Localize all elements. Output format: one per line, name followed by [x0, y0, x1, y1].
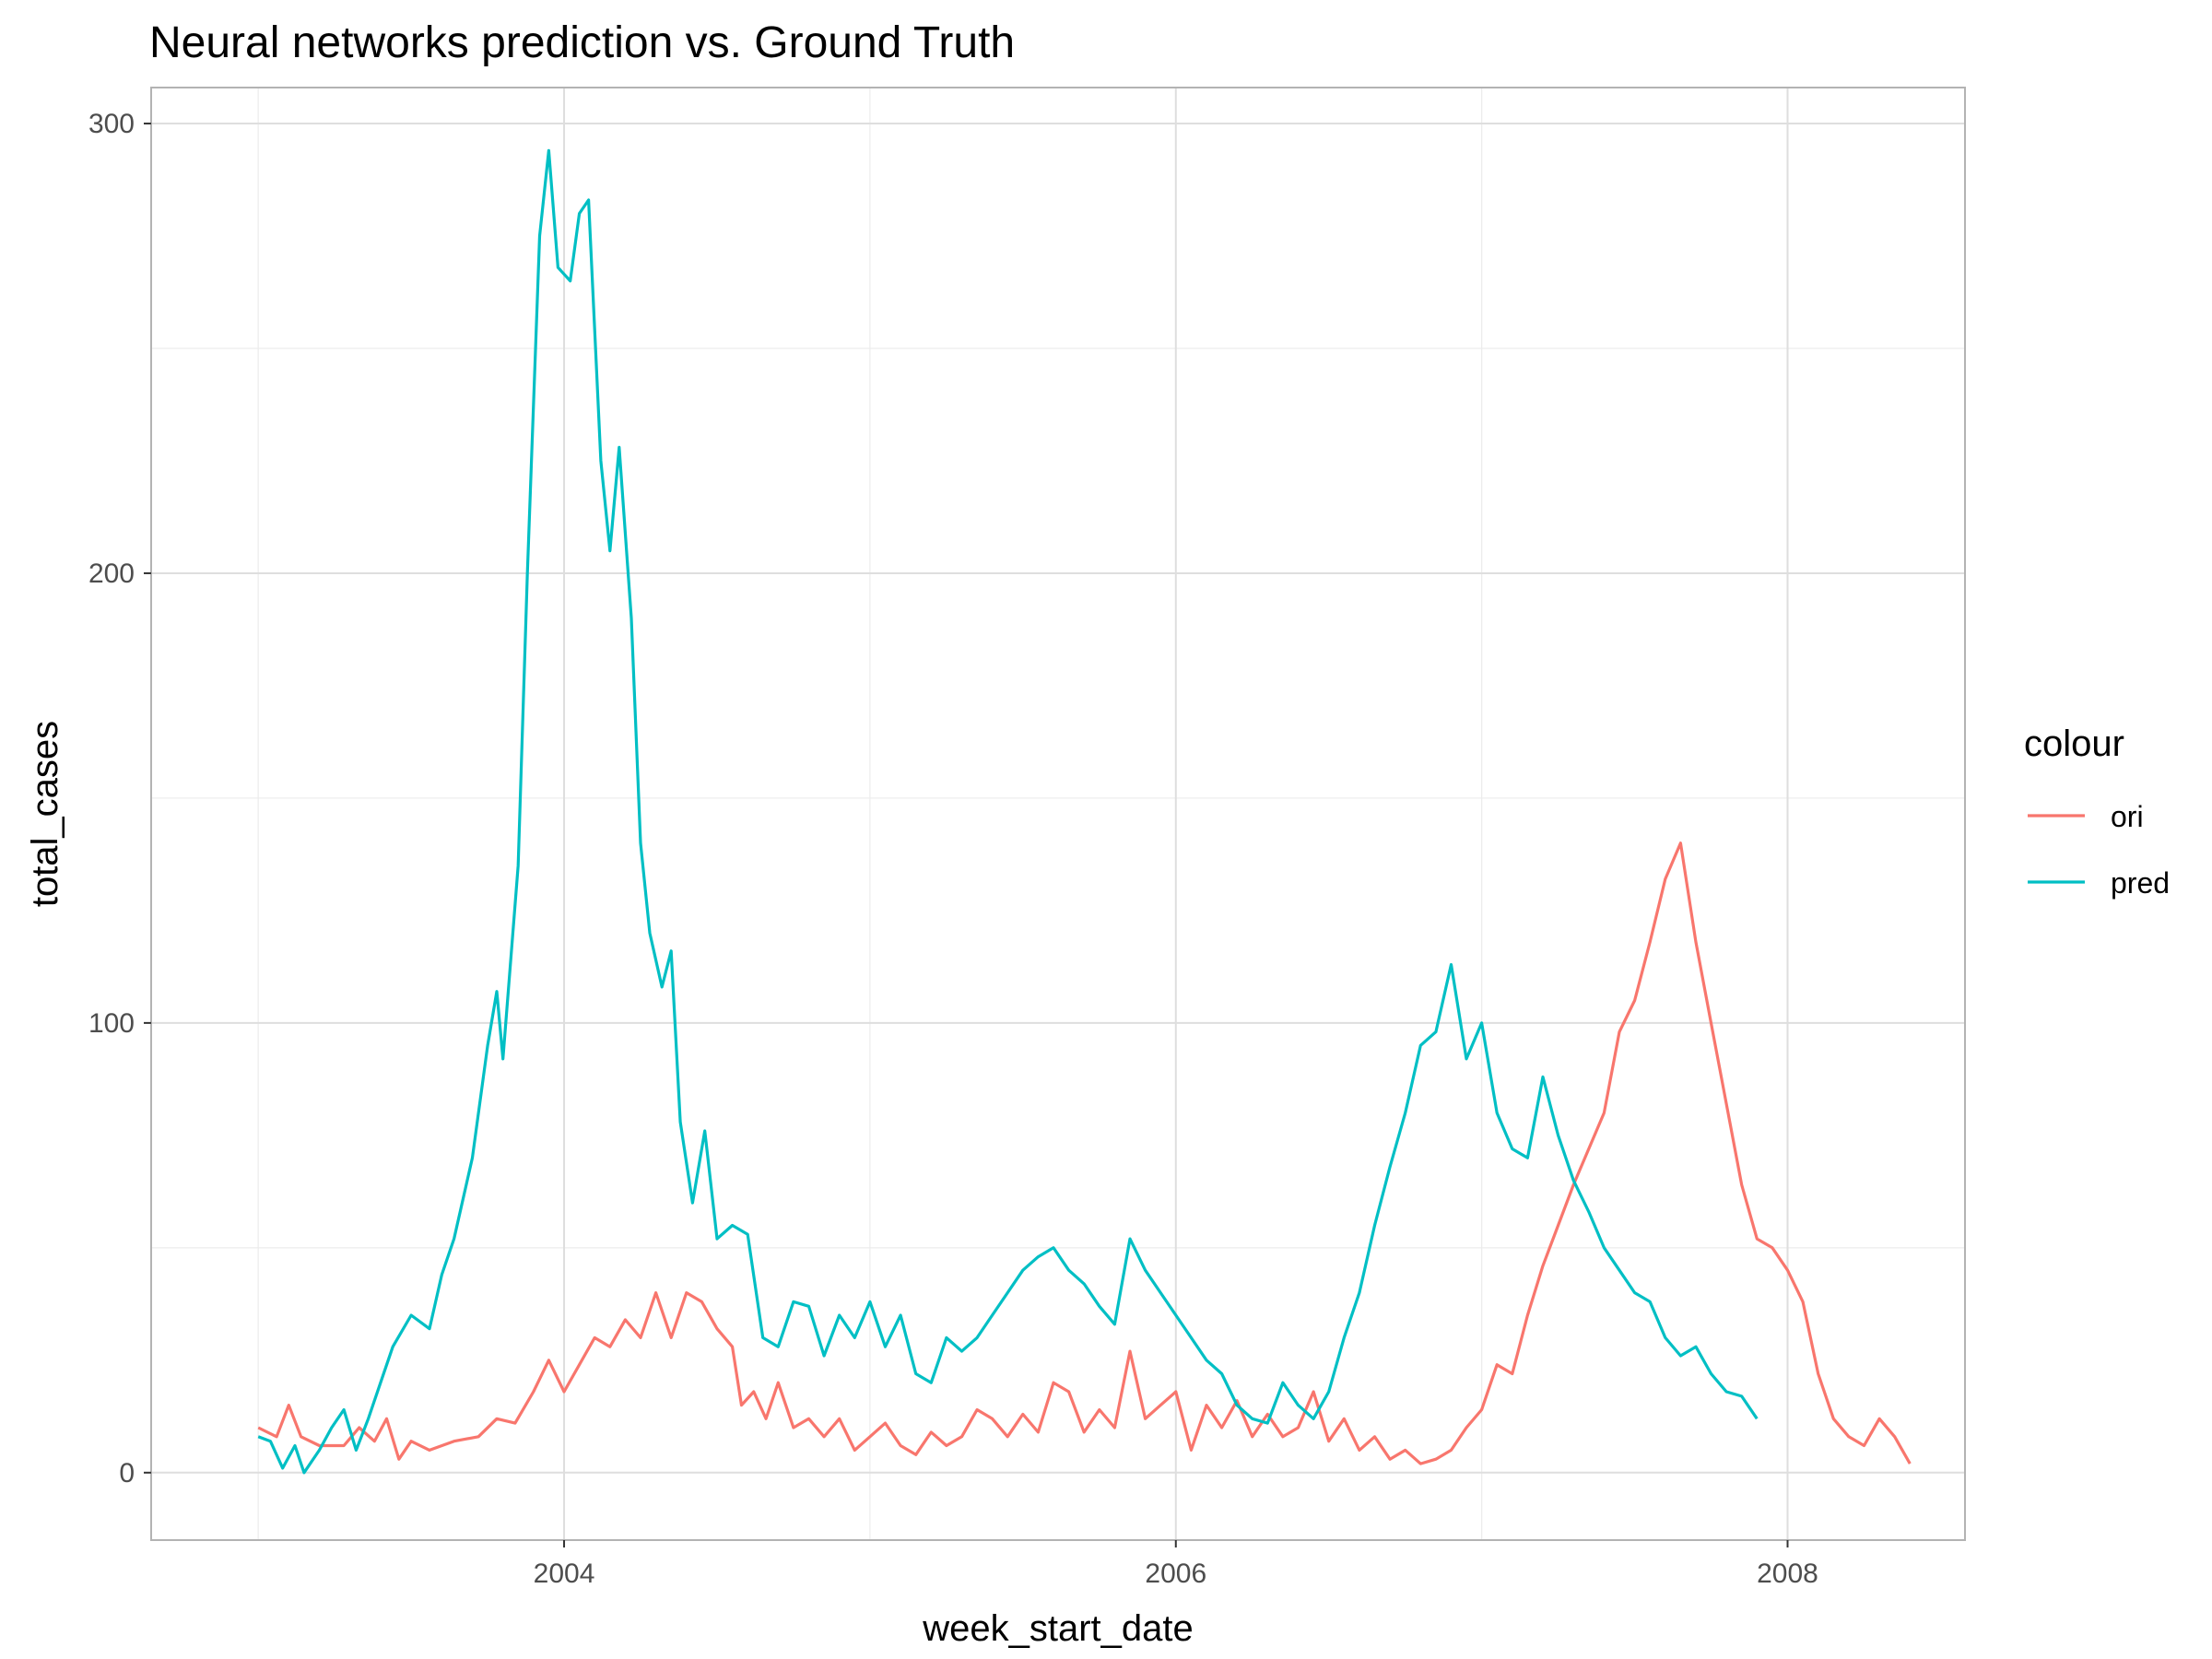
legend-items: ori pred	[2028, 800, 2170, 900]
x-tick-label: 2008	[1757, 1559, 1818, 1589]
y-tick-label: 100	[88, 1008, 135, 1039]
x-axis-title: week_start_date	[922, 1608, 1194, 1649]
y-tick-label: 300	[88, 109, 135, 139]
y-tick-label: 0	[119, 1458, 135, 1488]
legend-label-pred: pred	[2111, 866, 2170, 900]
x-axis-ticks: 2004 2006 2008	[534, 1540, 1818, 1589]
legend: colour ori pred	[2024, 724, 2170, 900]
y-axis-title: total_cases	[25, 721, 65, 907]
series-line-pred	[257, 148, 1759, 1475]
x-tick-label: 2006	[1145, 1559, 1206, 1589]
y-axis-ticks: 0 100 200 300	[88, 109, 151, 1488]
y-tick-label: 200	[88, 559, 135, 589]
series-line-ori	[257, 841, 1912, 1465]
minor-gridlines	[151, 88, 1965, 1540]
legend-label-ori: ori	[2111, 800, 2144, 833]
x-tick-label: 2004	[534, 1559, 595, 1589]
series-layer	[257, 148, 1912, 1475]
plot-panel-border	[150, 87, 1966, 1541]
major-gridlines	[151, 88, 1965, 1540]
legend-title: colour	[2024, 724, 2124, 764]
chart-title: Neural networks prediction vs. Ground Tr…	[149, 18, 1015, 67]
plot-panel	[151, 88, 1965, 1540]
